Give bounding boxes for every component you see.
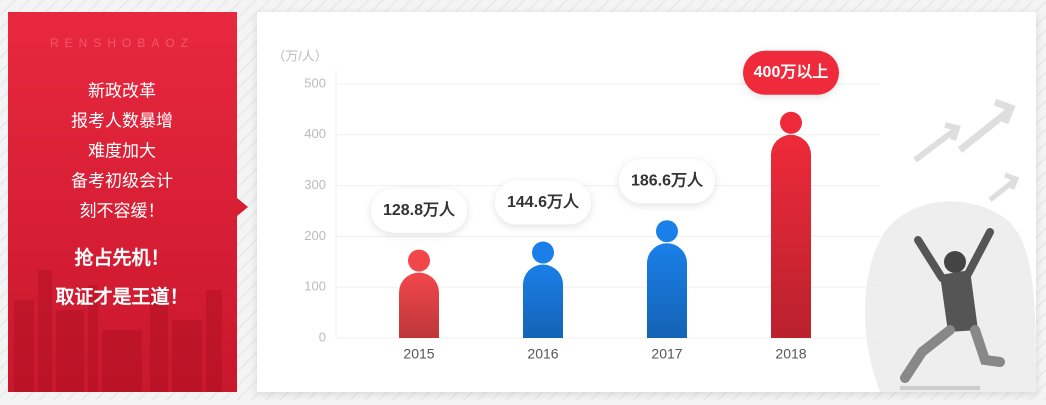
y-tick-label: 200 [304,228,326,243]
panel-line: 新政改革 [88,81,156,100]
bar-cap [532,241,554,264]
value-label: 128.8万人 [383,201,456,219]
bar [647,243,687,338]
bar [523,264,563,338]
panel-notch [237,198,248,216]
y-tick-label: 500 [304,75,326,90]
value-label: 144.6万人 [507,193,580,211]
y-axis-label: （万/人） [272,48,328,63]
label-bubble [371,188,467,233]
slogan: 取证才是王道！ [55,285,188,308]
bar-cap [408,249,430,272]
illustration [865,98,1036,392]
bar [771,134,811,338]
panel-line: 报考人数暴增 [71,111,173,130]
label-bubble [619,159,715,204]
panel-bg [8,12,237,392]
value-label: 186.6万人 [631,171,704,189]
left-panel: RENSHOBAOZ 新政改革 报考人数暴增 难度加大 备考初级会计 刻不容缓！… [8,12,248,392]
bar-cap [656,220,678,243]
y-tick-label: 0 [319,329,326,344]
y-tick-label: 400 [304,126,326,141]
watermark: RENSHOBAOZ [50,36,194,50]
panel-line: 刻不容缓！ [80,201,165,220]
x-tick-label: 2015 [403,346,434,362]
x-tick-label: 2017 [651,346,682,362]
x-tick-label: 2016 [527,346,558,362]
bar-cap [780,111,802,134]
x-tick-label: 2018 [775,346,806,362]
value-label: 400万以上 [754,63,829,81]
label-bubble [495,180,591,225]
plot: 0 100 200 300 400 500 2015 128.8万人 2016 144.6万人 20… [304,50,880,362]
y-tick-label: 300 [304,177,326,192]
label-bubble [743,50,839,95]
panel-line: 难度加大 [88,141,156,160]
bar [399,272,439,338]
panel-line: 备考初级会计 [71,171,173,190]
y-tick-label: 100 [304,279,326,294]
city-silhouette [14,270,222,392]
slogan: 抢占先机！ [74,246,169,269]
